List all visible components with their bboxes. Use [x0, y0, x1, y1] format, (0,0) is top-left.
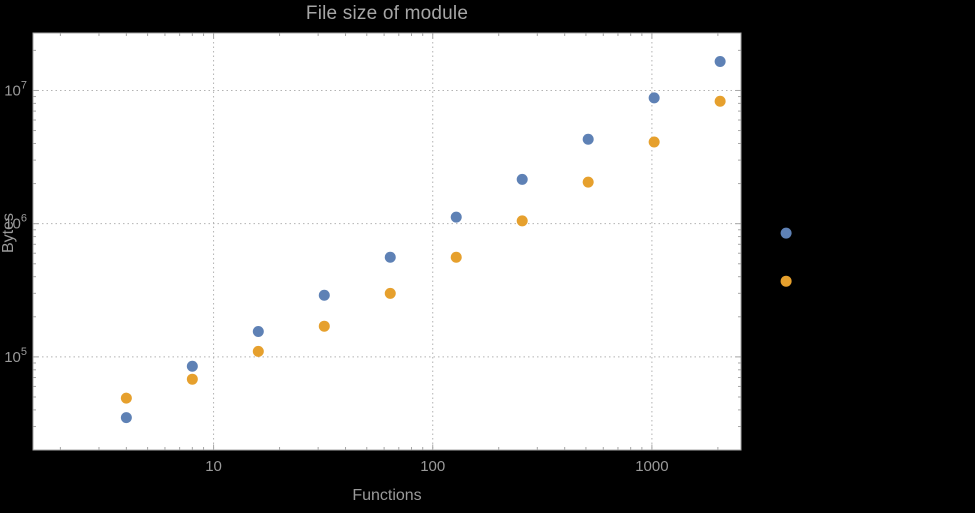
data-point: [318, 289, 330, 301]
data-point: [648, 92, 660, 104]
data-point: [780, 227, 792, 239]
data-point: [120, 392, 132, 404]
data-point: [384, 251, 396, 263]
data-point: [318, 320, 330, 332]
data-point: [450, 211, 462, 223]
data-point: [582, 176, 594, 188]
data-point: [714, 55, 726, 67]
x-tick-label: 1000: [635, 458, 668, 475]
data-point: [252, 345, 264, 357]
data-point: [582, 133, 594, 145]
data-point: [450, 251, 462, 263]
x-tick-label: 100: [420, 458, 445, 475]
chart-title: File size of module: [305, 3, 469, 24]
data-point: [186, 373, 198, 385]
y-tick-label: 107: [4, 79, 27, 99]
series-blue: [120, 55, 792, 424]
axis-ticks: [33, 33, 741, 450]
data-point: [186, 360, 198, 372]
series-orange: [120, 95, 792, 404]
tick-labels: 10 100 1000 105 106 107: [4, 79, 668, 475]
y-tick-label: 105: [4, 346, 27, 366]
x-tick-label: 10: [205, 458, 222, 475]
data-point: [120, 412, 132, 424]
data-point: [780, 275, 792, 287]
data-point: [516, 173, 528, 185]
data-point: [384, 287, 396, 299]
plot-frame: [32, 32, 742, 451]
data-point: [648, 136, 660, 148]
data-point: [714, 95, 726, 107]
data-point: [516, 215, 528, 227]
y-tick-label: 106: [4, 213, 27, 233]
x-axis-label: Functions: [352, 487, 422, 504]
y-axis-label: Bytes: [0, 212, 17, 254]
data-point: [252, 326, 264, 338]
plot-area: [33, 33, 741, 450]
gridlines: [33, 33, 741, 450]
